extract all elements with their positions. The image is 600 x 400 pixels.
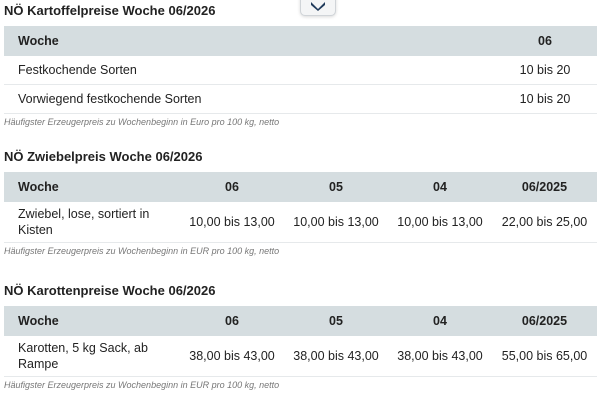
cell: 38,00 bis 43,00 [180,336,284,377]
row-label: Vorwiegend festkochende Sorten [4,84,493,114]
column-header: 06 [180,306,284,336]
row-label: Zwiebel, lose, sortiert in Kisten [4,202,180,243]
table-row: Karotten, 5 kg Sack, ab Rampe 38,00 bis … [4,336,597,377]
column-header: 05 [284,172,388,202]
cell: 10,00 bis 13,00 [180,202,284,243]
column-header: Woche [4,306,180,336]
table-row: Festkochende Sorten 10 bis 20 [4,56,597,85]
column-header: 06/2025 [492,172,597,202]
column-header: 06 [493,26,597,56]
karotten-table: Woche 06 05 04 06/2025 Karotten, 5 kg Sa… [4,306,597,377]
kartoffel-table: Woche 06 Festkochende Sorten 10 bis 20 V… [4,26,597,114]
cell: 10 bis 20 [493,56,597,85]
table-row: Vorwiegend festkochende Sorten 10 bis 20 [4,84,597,114]
row-label: Karotten, 5 kg Sack, ab Rampe [4,336,180,377]
column-header: Woche [4,26,493,56]
scroll-button[interactable] [300,0,336,16]
cell: 10 bis 20 [493,84,597,114]
footnote: Häufigster Erzeugerpreis zu Wochenbeginn… [4,246,280,256]
table-header-row: Woche 06 [4,26,597,56]
cell: 38,00 bis 43,00 [388,336,492,377]
footnote: Häufigster Erzeugerpreis zu Wochenbeginn… [4,117,280,127]
zwiebel-table: Woche 06 05 04 06/2025 Zwiebel, lose, so… [4,172,597,243]
cell: 10,00 bis 13,00 [284,202,388,243]
cell: 38,00 bis 43,00 [284,336,388,377]
table-header-row: Woche 06 05 04 06/2025 [4,306,597,336]
column-header: 06 [180,172,284,202]
cell: 55,00 bis 65,00 [492,336,597,377]
karotten-section: NÖ Karottenpreise Woche 06/2026 Woche 06… [4,282,597,390]
cell: 10,00 bis 13,00 [388,202,492,243]
column-header: 06/2025 [492,306,597,336]
column-header: 04 [388,306,492,336]
table-row: Zwiebel, lose, sortiert in Kisten 10,00 … [4,202,597,243]
chevron-down-icon [311,2,325,11]
zwiebel-section: NÖ Zwiebelpreis Woche 06/2026 Woche 06 0… [4,148,597,256]
section-title: NÖ Kartoffelpreise Woche 06/2026 [4,3,216,18]
section-title: NÖ Zwiebelpreis Woche 06/2026 [4,149,203,164]
column-header: 05 [284,306,388,336]
table-header-row: Woche 06 05 04 06/2025 [4,172,597,202]
cell: 22,00 bis 25,00 [492,202,597,243]
column-header: 04 [388,172,492,202]
footnote: Häufigster Erzeugerpreis zu Wochenbeginn… [4,380,280,390]
column-header: Woche [4,172,180,202]
row-label: Festkochende Sorten [4,56,493,85]
section-title: NÖ Karottenpreise Woche 06/2026 [4,283,216,298]
kartoffel-section: NÖ Kartoffelpreise Woche 06/2026 Woche 0… [4,2,597,127]
